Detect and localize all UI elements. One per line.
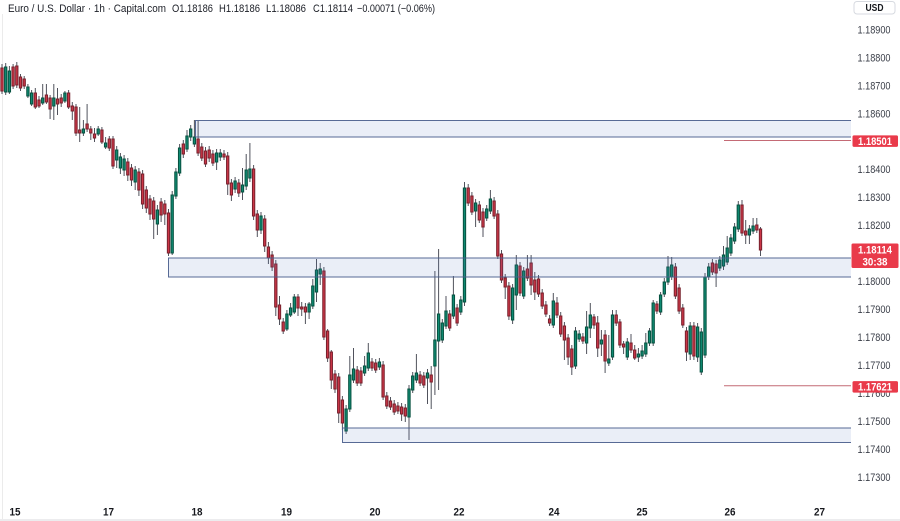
svg-text:1.17300: 1.17300 [858, 472, 891, 484]
svg-text:26: 26 [725, 507, 736, 519]
svg-text:18: 18 [192, 507, 203, 519]
svg-text:1.17500: 1.17500 [858, 416, 891, 428]
svg-text:1.18200: 1.18200 [858, 220, 891, 232]
svg-text:1.18000: 1.18000 [858, 276, 891, 288]
svg-text:1.18600: 1.18600 [858, 108, 891, 120]
svg-text:1.18700: 1.18700 [858, 80, 891, 92]
svg-text:22: 22 [454, 507, 465, 519]
svg-text:1.18900: 1.18900 [858, 24, 891, 36]
svg-text:1.17400: 1.17400 [858, 444, 891, 456]
svg-text:30:38: 30:38 [863, 256, 888, 268]
svg-text:−0.00071 (−0.06%): −0.00071 (−0.06%) [357, 3, 435, 15]
svg-text:24: 24 [549, 507, 561, 519]
svg-text:1.18114: 1.18114 [858, 245, 893, 257]
svg-text:C1.18114: C1.18114 [313, 3, 353, 15]
svg-text:1.18800: 1.18800 [858, 52, 891, 64]
svg-text:1.18300: 1.18300 [858, 192, 891, 204]
svg-text:1.17900: 1.17900 [858, 304, 891, 316]
svg-text:25: 25 [637, 507, 648, 519]
svg-text:19: 19 [281, 507, 292, 519]
svg-text:USD: USD [866, 3, 884, 14]
svg-text:L1.18086: L1.18086 [266, 3, 306, 15]
svg-text:20: 20 [370, 507, 381, 519]
svg-text:1.17800: 1.17800 [858, 332, 891, 344]
svg-text:1.18501: 1.18501 [858, 136, 892, 148]
svg-text:1.17700: 1.17700 [858, 360, 891, 372]
svg-text:17: 17 [103, 507, 114, 519]
svg-text:Euro / U.S. Dollar · 1h · Capi: Euro / U.S. Dollar · 1h · Capital.com [8, 3, 166, 15]
svg-text:O1.18186: O1.18186 [172, 3, 213, 15]
svg-text:27: 27 [814, 507, 825, 519]
svg-text:H1.18186: H1.18186 [219, 3, 260, 15]
svg-text:1.17621: 1.17621 [858, 382, 892, 394]
svg-text:1.18400: 1.18400 [858, 164, 891, 176]
svg-text:15: 15 [10, 507, 21, 519]
